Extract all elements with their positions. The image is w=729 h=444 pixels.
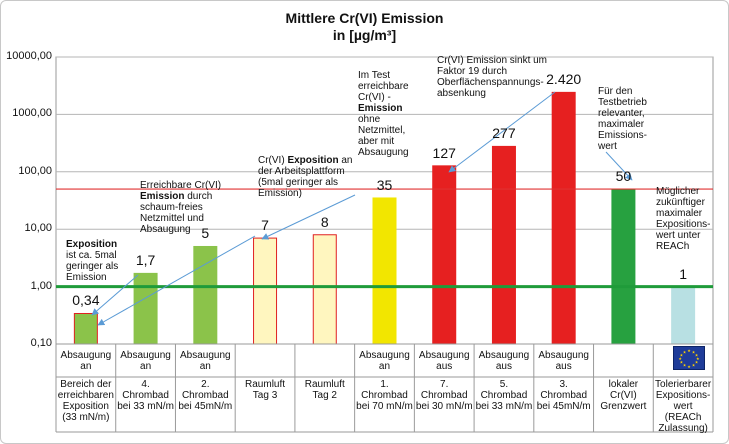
svg-text:★: ★ (680, 352, 684, 357)
y-tick-label: 1,00 (30, 279, 52, 292)
svg-text:★: ★ (678, 356, 682, 361)
category-row1-label: Absaugung an (120, 350, 171, 372)
svg-text:★: ★ (683, 362, 687, 367)
category-row2-label: 5. Chrombad bei 33 mN/m (475, 379, 533, 412)
annotation-exposition-5mal: Exposition ist ca. 5mal geringer als Emi… (66, 239, 136, 283)
category-row2-label: 7. Chrombad bei 30 mN/m (415, 379, 473, 412)
svg-text:★: ★ (695, 352, 699, 357)
category-row2-label: 4. Chrombad bei 33 mN/m (117, 379, 174, 412)
svg-text:★: ★ (692, 349, 696, 354)
annotation-arrow (91, 274, 139, 316)
annotation-arrow (605, 151, 633, 181)
y-tick-label: 1000,00 (12, 107, 52, 120)
svg-text:★: ★ (680, 360, 684, 365)
svg-text:★: ★ (696, 356, 700, 361)
category-row2-label: 3. Chrombad bei 45mN/m (536, 379, 591, 412)
y-tick-label: 0,10 (30, 337, 52, 349)
annotation-text: Cr(VI) (258, 155, 285, 166)
bar (133, 272, 158, 345)
y-tick-label: 10000,00 (6, 50, 52, 62)
bar-value-label: 127 (432, 144, 456, 161)
category-row1-label: Absaugung an (60, 350, 112, 372)
bar (73, 312, 98, 345)
svg-text:★: ★ (687, 364, 691, 369)
bar-value-label: 0,34 (72, 292, 100, 309)
annotation-bold: Emission (358, 103, 403, 114)
annotation-bold: Exposition (66, 239, 118, 250)
svg-text:★: ★ (683, 349, 687, 354)
annotation-text: ist ca. 5mal geringer als Emission (66, 250, 119, 283)
bar (253, 237, 278, 345)
annotation-text: durch schaum-freies Netzmittel und Absau… (140, 191, 213, 235)
bar-value-label: 277 (492, 125, 516, 142)
bar (372, 197, 397, 345)
eu-flag-icon: ★ ★ ★ ★ ★ ★ ★ ★ ★ ★ ★ ★ (673, 346, 705, 370)
category-row2-label: Tolerierbarer Expositions-wert (REACh Zu… (655, 379, 712, 434)
bar-value-label: 7 (261, 217, 269, 234)
bar (671, 286, 696, 345)
category-row2-label: Raumluft Tag 3 (245, 379, 286, 401)
annotation-text: ohne Netzmittel, aber mit Absaugung (358, 114, 409, 158)
bar-value-label: 1,7 (135, 252, 156, 269)
category-row1-label: Absaugung an (180, 350, 231, 372)
annotation-reach-expositionswert: Möglicher zukünftiger maximaler Expositi… (656, 186, 722, 252)
bar (312, 234, 337, 345)
svg-text:★: ★ (687, 348, 691, 353)
annotation-erreichbare-emission: Erreichbare Cr(VI) Emission durch schaum… (140, 180, 235, 235)
category-row1-label: Absaugung an (359, 350, 410, 372)
annotation-arrow (448, 91, 556, 173)
chart-subtitle: in [µg/m³] (332, 27, 397, 43)
annotation-im-test: Im Test erreichbare Cr(VI) - Emission oh… (358, 70, 420, 158)
annotation-text: Erreichbare Cr(VI) (140, 180, 222, 191)
svg-text:★: ★ (692, 362, 696, 367)
annotation-exposition-arbeitsplattform: Cr(VI) Exposition an der Arbeitsplattfor… (258, 155, 358, 199)
category-row2-label: 2. Chrombad bei 45mN/m (178, 379, 233, 412)
annotation-bold: Emission (140, 191, 185, 202)
category-row2-label: Bereich der erreichbaren Exposition (33 … (57, 379, 114, 423)
annotation-arrow (261, 194, 356, 240)
bar-value-label: 35 (376, 176, 393, 193)
chart-title: Mittlere Cr(VI) Emission (285, 10, 444, 26)
y-tick-label: 100,00 (18, 164, 52, 177)
annotation-bold: Exposition (287, 155, 339, 166)
category-row1-label: Absaugung aus (538, 350, 589, 372)
bar-value-label: 50 (615, 168, 632, 185)
annotation-text: Im Test erreichbare Cr(VI) - (358, 70, 409, 103)
bar (432, 165, 457, 345)
annotation-text: an der Arbeitsplattform (5mal geringer a… (258, 155, 353, 199)
bar-value-label: 8 (320, 213, 329, 230)
bar-value-label: 5 (201, 225, 210, 242)
category-row1-label: Absaugung aus (418, 350, 470, 372)
svg-text:★: ★ (695, 360, 699, 365)
category-row2-label: 1. Chrombad bei 70 mN/m (356, 379, 413, 412)
bar-value-label: 1 (679, 265, 688, 282)
bar (551, 91, 576, 345)
annotation-text: Cr(VI) Emission sinkt um Faktor 19 durch… (437, 55, 548, 99)
category-row2-label: Raumluft Tag 2 (304, 379, 345, 401)
annotation-text: Möglicher zukünftiger maximaler Expositi… (656, 186, 711, 252)
y-tick-label: 10,00 (24, 222, 52, 235)
category-row2-label: lokaler Cr(VI) Grenzwert (600, 379, 647, 412)
category-row1-label: Absaugung aus (478, 350, 530, 372)
bar (491, 145, 516, 345)
annotation-text: Für den Testbetrieb relevanter, maximale… (598, 86, 647, 152)
bar (611, 188, 636, 345)
annotation-max-emissionswert: Für den Testbetrieb relevanter, maximale… (598, 86, 660, 152)
annotation-faktor-19: Cr(VI) Emission sinkt um Faktor 19 durch… (437, 55, 557, 99)
bar-value-label: 2.420 (546, 71, 582, 88)
annotation-arrow (97, 235, 256, 326)
bar (193, 245, 218, 345)
